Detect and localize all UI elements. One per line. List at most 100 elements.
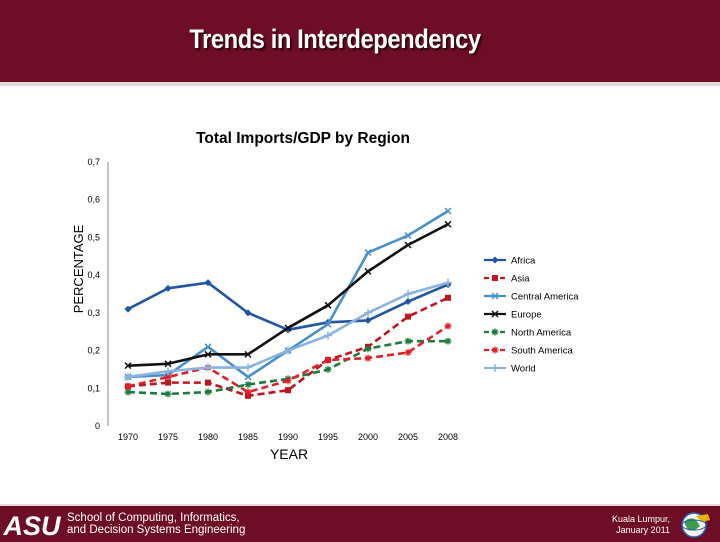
legend: Africa Asia Central America Europe North Ame… bbox=[484, 256, 579, 375]
data-point-world bbox=[244, 363, 252, 372]
data-point-south-america bbox=[444, 322, 452, 330]
legend-label: Central America bbox=[511, 292, 579, 303]
data-point-south-america bbox=[244, 388, 252, 396]
legend-item-africa: Africa bbox=[484, 256, 536, 267]
data-point-south-america bbox=[364, 354, 372, 362]
y-tick-label: 0,1 bbox=[87, 383, 100, 393]
legend-label: North America bbox=[511, 328, 572, 339]
series-africa bbox=[124, 279, 452, 334]
y-tick-label: 0 bbox=[95, 421, 100, 431]
school-line-1: School of Computing, Informatics, bbox=[67, 512, 240, 524]
legend-label: South America bbox=[511, 346, 573, 357]
data-point-europe bbox=[364, 267, 372, 275]
data-point-north-america bbox=[124, 388, 132, 396]
legend-label: Africa bbox=[511, 256, 536, 267]
y-tick-label: 0,4 bbox=[87, 270, 100, 280]
data-point-central-america bbox=[364, 248, 372, 257]
legend-item-asia: Asia bbox=[484, 274, 530, 285]
x-tick-label: 1990 bbox=[278, 432, 298, 442]
data-point-south-america bbox=[164, 373, 172, 381]
data-point-central-america bbox=[404, 232, 412, 240]
location-line-1: Kuala Lumpur, bbox=[611, 514, 670, 524]
location-line-2: January 2011 bbox=[616, 525, 670, 535]
y-axis-label: PERCENTAGE bbox=[71, 224, 86, 313]
data-point-north-america bbox=[244, 381, 252, 389]
footer-bar: ASU School of Computing, Informatics, an… bbox=[0, 504, 720, 542]
data-point-world bbox=[204, 363, 212, 372]
data-point-asia bbox=[285, 387, 291, 394]
data-point-north-america bbox=[164, 390, 172, 398]
legend-label: Asia bbox=[511, 274, 530, 285]
legend-label: Europe bbox=[511, 310, 542, 321]
data-point-asia bbox=[245, 392, 251, 399]
data-point-asia bbox=[445, 294, 451, 301]
data-point-world bbox=[404, 290, 412, 298]
slide-title: Trends in Interdependency bbox=[189, 24, 481, 54]
data-point-europe bbox=[284, 324, 292, 332]
legend-item-south-america: South America bbox=[484, 346, 573, 357]
data-point-africa bbox=[164, 284, 172, 292]
legend-item-north-america: North America bbox=[484, 328, 572, 339]
legend-marker bbox=[491, 310, 499, 318]
y-tick-label: 0,3 bbox=[87, 308, 100, 318]
legend-item-europe: Europe bbox=[484, 310, 542, 321]
data-point-south-america bbox=[284, 377, 292, 385]
data-point-north-america bbox=[404, 337, 412, 345]
legend-marker bbox=[491, 256, 499, 264]
data-point-europe bbox=[204, 350, 212, 358]
data-point-south-america bbox=[124, 382, 132, 390]
data-point-europe bbox=[404, 241, 412, 249]
series-layer bbox=[124, 207, 452, 399]
data-point-north-america bbox=[444, 337, 452, 345]
y-tick-label: 0,7 bbox=[87, 157, 100, 167]
x-axis-label: YEAR bbox=[270, 446, 308, 462]
legend-marker bbox=[492, 275, 498, 281]
x-tick-label: 1980 bbox=[198, 432, 218, 442]
data-point-africa bbox=[284, 326, 292, 334]
header-bar: Trends in Interdependency bbox=[0, 0, 720, 86]
data-point-asia bbox=[405, 313, 411, 320]
legend-label: World bbox=[511, 364, 536, 375]
data-point-north-america bbox=[364, 345, 372, 353]
y-tick-label: 0,6 bbox=[87, 195, 100, 205]
x-tick-label: 1995 bbox=[318, 432, 338, 442]
globe-logo-icon bbox=[681, 512, 710, 538]
data-point-world bbox=[364, 308, 372, 317]
data-point-africa bbox=[204, 279, 212, 287]
data-point-africa bbox=[404, 298, 412, 306]
x-tick-label: 2000 bbox=[358, 432, 378, 442]
event-location: Kuala Lumpur, January 2011 bbox=[612, 514, 670, 536]
asu-logo-text: ASU bbox=[2, 511, 62, 540]
data-point-world bbox=[284, 346, 292, 355]
x-tick-label: 1970 bbox=[118, 432, 138, 442]
data-point-south-america bbox=[324, 356, 332, 364]
data-point-world bbox=[164, 367, 172, 376]
data-point-europe bbox=[124, 362, 132, 370]
data-point-africa bbox=[364, 316, 372, 324]
line-chart: Total Imports/GDP by Region PERCENTAGE Y… bbox=[71, 130, 579, 462]
series-south-america bbox=[124, 322, 452, 396]
data-point-asia bbox=[165, 379, 171, 386]
series-line-africa bbox=[127, 281, 449, 332]
y-tick-label: 0,2 bbox=[87, 346, 100, 356]
data-point-central-america bbox=[204, 343, 212, 351]
data-point-world bbox=[324, 331, 332, 340]
legend-marker bbox=[491, 346, 499, 354]
data-point-africa bbox=[124, 305, 132, 313]
chart-area: Total Imports/GDP by Region PERCENTAGE Y… bbox=[0, 86, 720, 504]
data-point-europe bbox=[324, 301, 332, 309]
data-point-central-america bbox=[324, 320, 332, 328]
school-line-2: and Decision Systems Engineering bbox=[67, 524, 246, 536]
data-point-central-america bbox=[244, 373, 252, 381]
legend-item-central-america: Central America bbox=[484, 292, 579, 303]
x-tick-labels: 1970 1975 1980 1985 1990 1995 2000 2005 2008 bbox=[118, 432, 458, 442]
data-point-world bbox=[124, 372, 132, 381]
x-tick-label: 1985 bbox=[238, 432, 258, 442]
y-tick-labels: 0 0,1 0,2 0,3 0,4 0,5 0,6 0,7 bbox=[87, 157, 100, 431]
series-europe bbox=[124, 220, 452, 370]
x-tick-label: 1975 bbox=[158, 432, 178, 442]
legend-item-world: World bbox=[484, 364, 536, 375]
data-point-africa bbox=[244, 309, 252, 317]
data-point-north-america bbox=[324, 365, 332, 373]
data-point-world bbox=[444, 278, 452, 287]
